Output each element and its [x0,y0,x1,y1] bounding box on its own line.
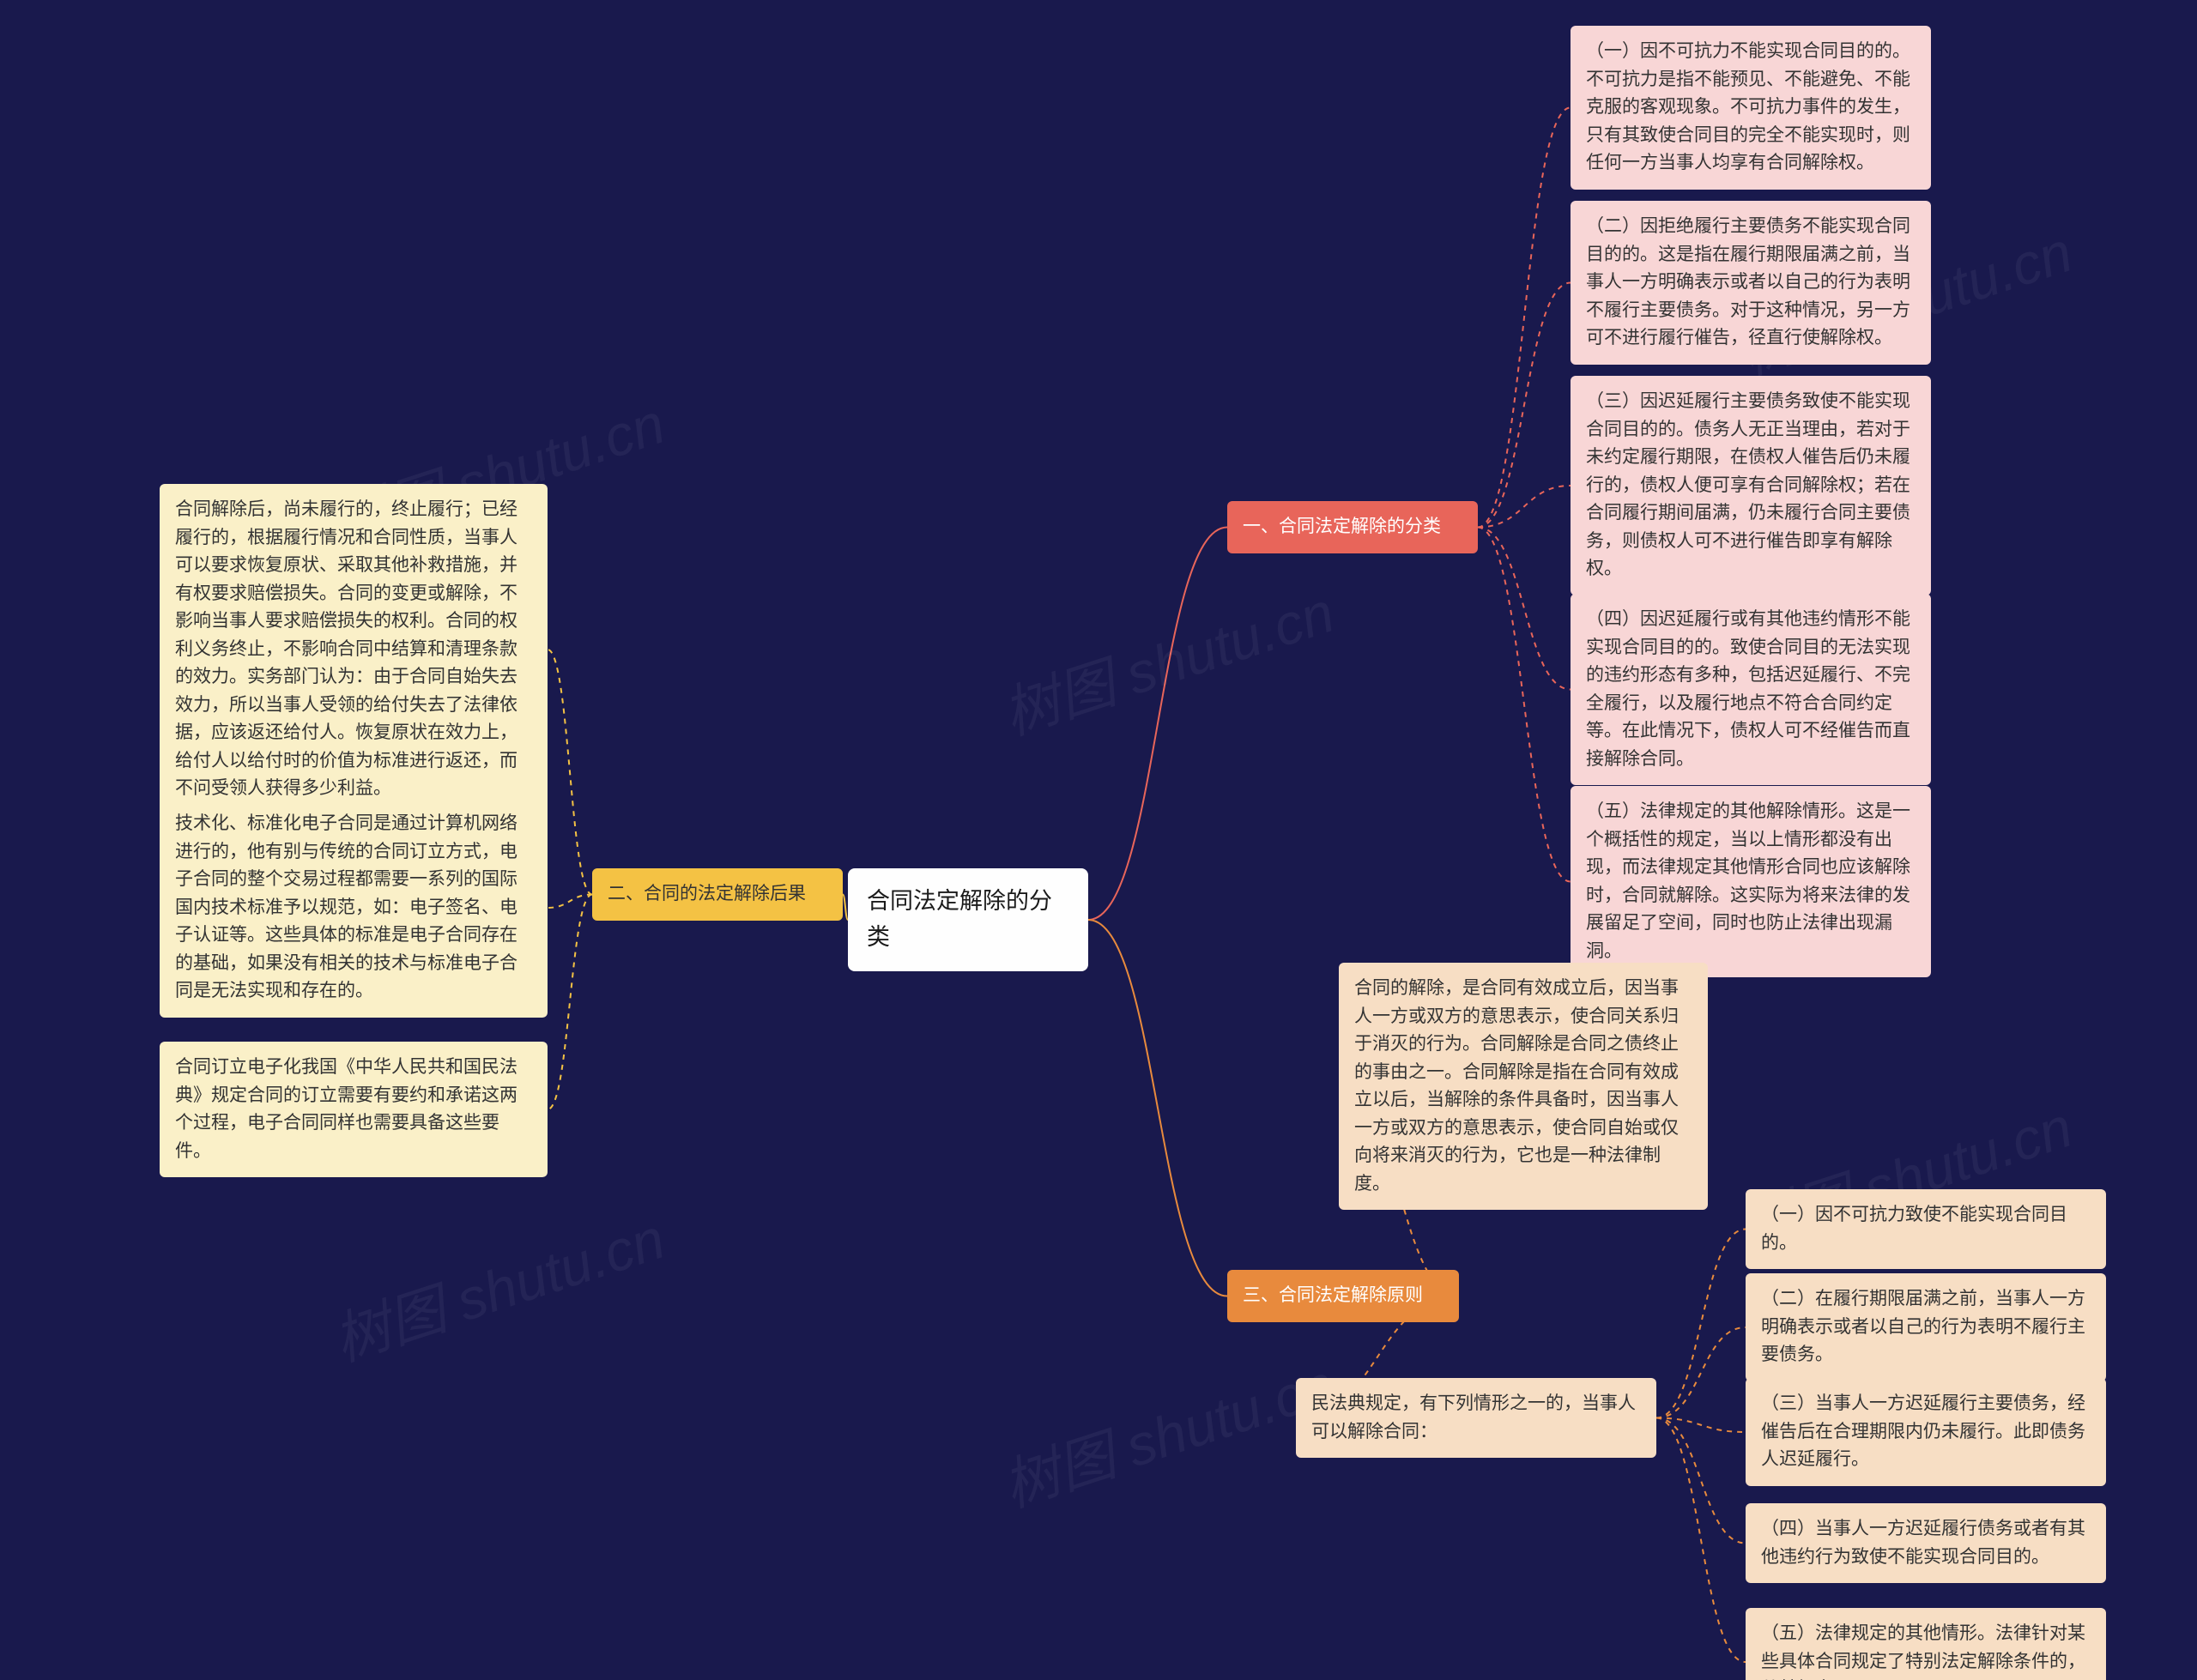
branch-3-sub-leaf-0[interactable]: （一）因不可抗力致使不能实现合同目的。 [1746,1189,2106,1269]
watermark: 树图 shutu.cn [322,1194,674,1378]
branch-3-sub-leaf-4[interactable]: （五）法律规定的其他情形。法律针对某些具体合同规定了特别法定解除条件的，从其规定… [1746,1608,2106,1680]
branch-1-leaf-0[interactable]: （一）因不可抗力不能实现合同目的的。不可抗力是指不能预见、不能避免、不能克服的客… [1571,26,1931,190]
branch-3-intro[interactable]: 合同的解除，是合同有效成立后，因当事人一方或双方的意思表示，使合同关系归于消灭的… [1339,963,1708,1210]
branch-3-sub-leaf-3[interactable]: （四）当事人一方迟延履行债务或者有其他违约行为致使不能实现合同目的。 [1746,1503,2106,1583]
watermark: 树图 shutu.cn [991,567,1343,752]
branch-2-leaf-2[interactable]: 合同订立电子化我国《中华人民共和国民法典》规定合同的订立需要有要约和承诺这两个过… [160,1042,548,1177]
branch-2-head[interactable]: 二、合同的法定解除后果 [592,868,843,921]
branch-1-leaf-1[interactable]: （二）因拒绝履行主要债务不能实现合同目的的。这是指在履行期限届满之前，当事人一方… [1571,201,1931,365]
branch-1-leaf-3[interactable]: （四）因迟延履行或有其他违约情形不能实现合同目的的。致使合同目的无法实现的违约形… [1571,594,1931,785]
branch-3-sub-leaf-2[interactable]: （三）当事人一方迟延履行主要债务，经催告后在合理期限内仍未履行。此即债务人迟延履… [1746,1378,2106,1486]
branch-1-leaf-4[interactable]: （五）法律规定的其他解除情形。这是一个概括性的规定，当以上情形都没有出现，而法律… [1571,786,1931,977]
watermark: 树图 shutu.cn [991,1339,1343,1524]
branch-1-head[interactable]: 一、合同法定解除的分类 [1227,501,1478,553]
branch-3-sub[interactable]: 民法典规定，有下列情形之一的，当事人可以解除合同： [1296,1378,1656,1458]
branch-3-sub-leaf-1[interactable]: （二）在履行期限届满之前，当事人一方明确表示或者以自己的行为表明不履行主要债务。 [1746,1273,2106,1381]
branch-2-leaf-0[interactable]: 合同解除后，尚未履行的，终止履行；已经履行的，根据履行情况和合同性质，当事人可以… [160,484,548,815]
branch-2-leaf-1[interactable]: 技术化、标准化电子合同是通过计算机网络进行的，他有别与传统的合同订立方式，电子合… [160,798,548,1018]
branch-1-leaf-2[interactable]: （三）因迟延履行主要债务致使不能实现合同目的的。债务人无正当理由，若对于未约定履… [1571,376,1931,595]
branch-3-head[interactable]: 三、合同法定解除原则 [1227,1270,1459,1322]
mindmap-canvas: 树图 shutu.cn树图 shutu.cn树图 shutu.cn树图 shut… [0,0,2197,1680]
root-node[interactable]: 合同法定解除的分类 [848,868,1088,971]
